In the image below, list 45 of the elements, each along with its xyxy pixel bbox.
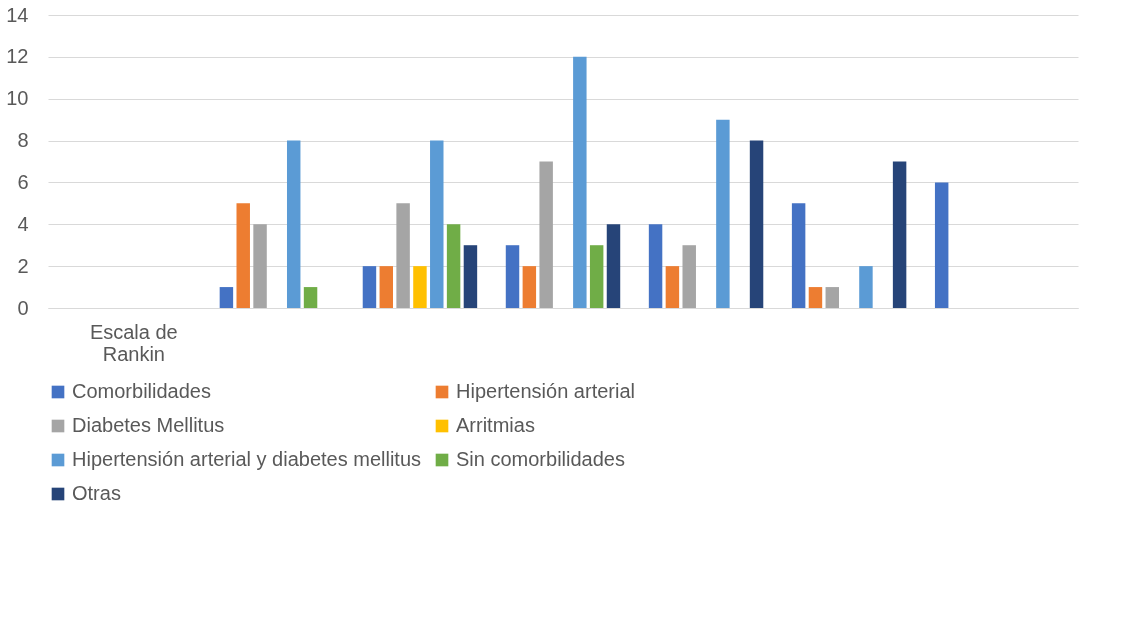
bar: [505, 245, 520, 308]
legend-label: Sin comorbilidades: [456, 448, 625, 470]
bar: [892, 161, 907, 308]
bar: [219, 287, 234, 308]
bar: [236, 203, 250, 308]
y-tick-label: 2: [17, 254, 29, 277]
legend-label: Comorbilidades: [72, 380, 211, 402]
legend-label: Arritmias: [456, 414, 535, 436]
bar: [648, 224, 663, 308]
y-tick-label: 0: [17, 296, 29, 319]
bar: [463, 245, 478, 308]
y-tick-label: 12: [6, 45, 29, 68]
bar: [539, 161, 553, 308]
bar: [522, 266, 537, 308]
x-tick-label: Escala de Rankin: [89, 320, 178, 365]
bar: [859, 266, 873, 308]
bar: [791, 203, 806, 308]
bar: [286, 140, 301, 308]
bar: [446, 224, 461, 308]
bar: [934, 182, 949, 308]
bar: [413, 266, 427, 308]
y-tick-label: 14: [6, 3, 29, 26]
bar: [303, 287, 318, 308]
bar: [682, 245, 696, 308]
bar: [573, 56, 587, 308]
legend-label: Hipertensión arterial: [456, 380, 635, 402]
bar: [379, 266, 394, 308]
y-tick-label: 6: [17, 170, 29, 193]
bar: [716, 119, 730, 308]
bar: [253, 224, 267, 308]
bar: [430, 140, 444, 308]
bar: [396, 203, 410, 308]
bar: [665, 266, 680, 308]
legend-label: Otras: [72, 482, 121, 504]
bar: [749, 140, 764, 308]
bar: [589, 245, 604, 308]
bar: [825, 287, 840, 308]
y-tick-label: 4: [17, 212, 29, 235]
legend-label: Diabetes Mellitus: [72, 414, 225, 436]
bar: [808, 287, 823, 308]
y-tick-label: 10: [6, 87, 29, 110]
bar: [362, 266, 377, 308]
y-tick-label: 8: [17, 129, 29, 152]
legend-label: Hipertensión arterial y diabetes mellitus: [72, 448, 422, 470]
bar: [606, 224, 621, 308]
